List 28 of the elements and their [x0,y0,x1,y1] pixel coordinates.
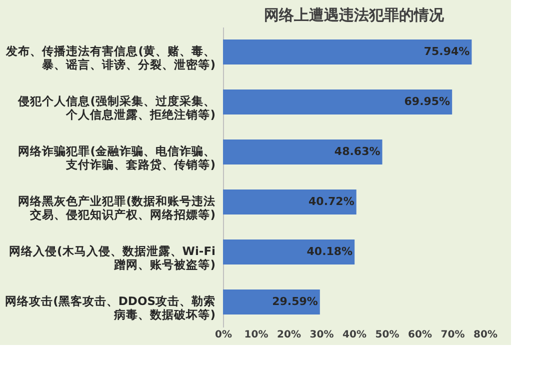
x-tick-label: 50% [375,330,400,340]
bar [223,90,452,114]
x-tick-label: 40% [342,330,366,340]
y-tick-label: 侵犯个人信息(强制采集、过度采集、个人信息泄露、拒绝注销等) [17,94,216,122]
data-label: 69.95% [404,95,450,108]
x-tick-label: 30% [310,330,334,340]
y-tick-label: 发布、传播违法有害信息(黄、赌、毒、暴、谣言、诽谤、分裂、泄密等) [5,44,216,72]
x-tick-label: 10% [244,330,268,340]
bar [223,190,356,214]
x-tick-label: 70% [440,330,465,340]
data-label: 48.63% [334,145,380,158]
y-tick-label: 网络入侵(木马入侵、数据泄露、Wi-Fi蹭网、账号被盗等) [9,244,216,272]
bar [223,240,355,264]
data-label: 29.59% [272,295,318,308]
bar [223,290,320,314]
data-label: 75.94% [424,45,470,58]
y-tick-label: 网络诈骗犯罪(金融诈骗、电信诈骗、支付诈骗、套路贷、传销等) [18,144,216,172]
x-tick-label: 0% [215,330,232,340]
y-tick-label: 网络攻击(黑客攻击、DDOS攻击、勒索病毒、数据破坏等) [5,294,216,322]
x-tick-label: 60% [408,330,432,340]
x-tick-label: 80% [474,330,498,340]
x-tick-label: 20% [277,330,301,340]
chart-title: 网络上遭遇违法犯罪的情况 [264,6,445,24]
data-label: 40.72% [308,195,354,208]
data-label: 40.18% [306,245,353,258]
bar [223,40,472,64]
bar [223,140,382,164]
y-tick-label: 网络黑灰色产业犯罪(数据和账号违法交易、侵犯知识产权、网络招嫖等) [18,194,216,222]
